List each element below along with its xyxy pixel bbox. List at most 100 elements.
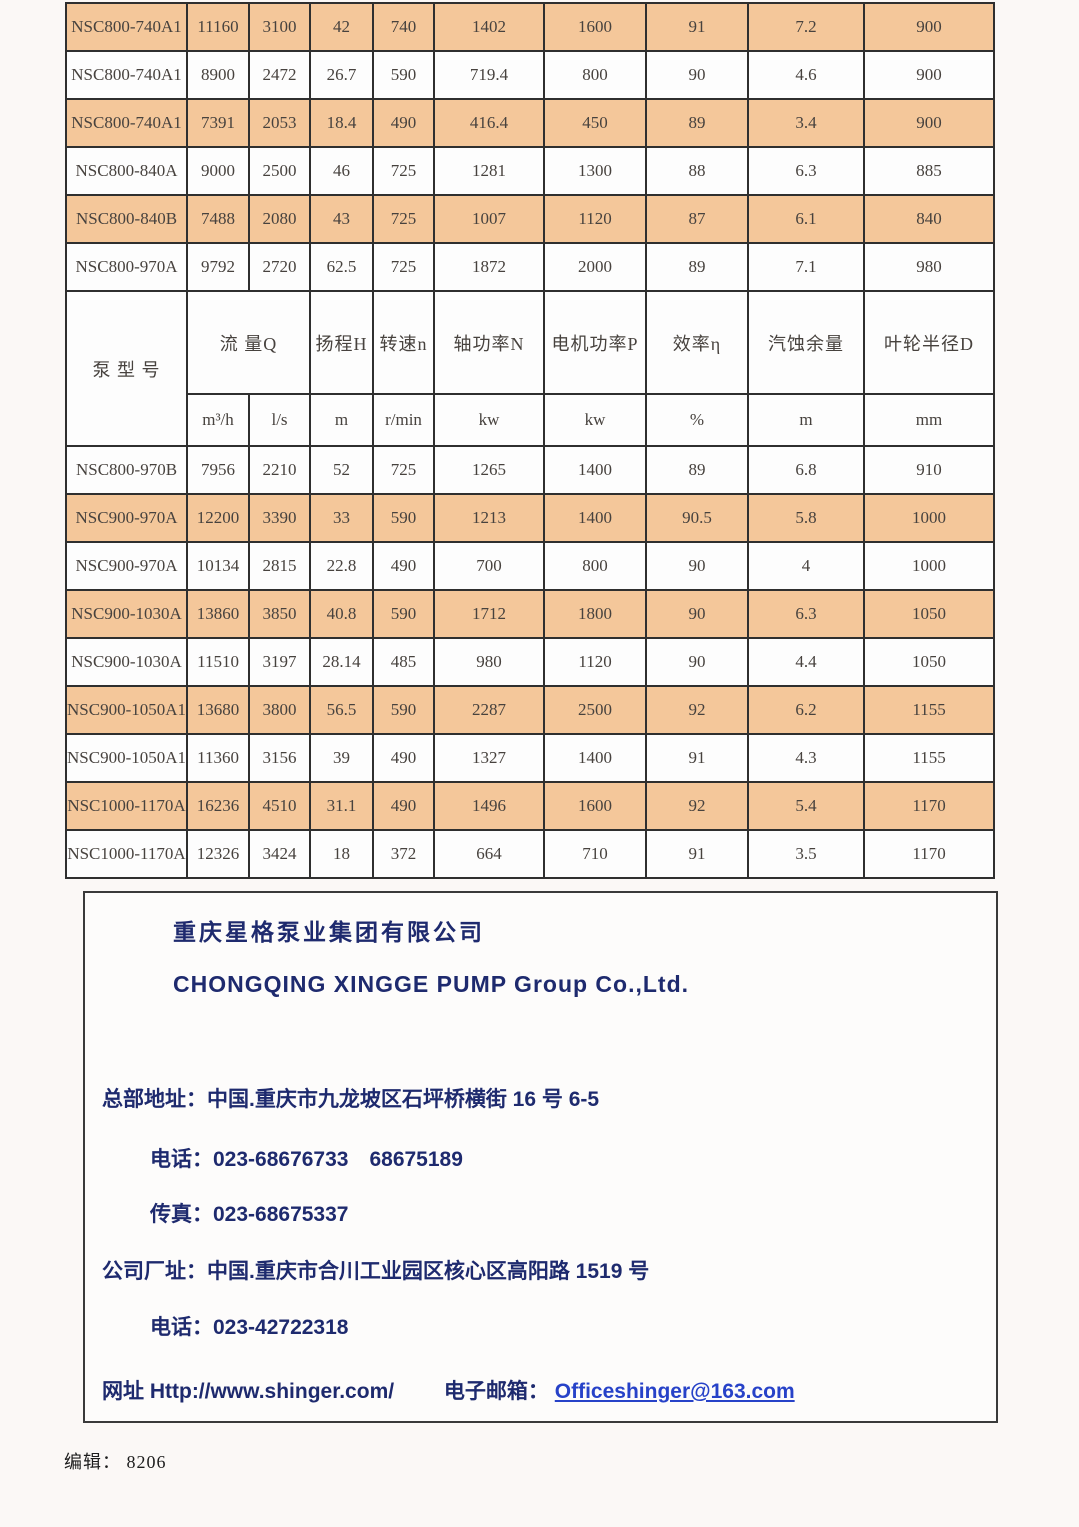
spec-value-cell: 89 — [645, 445, 750, 495]
spec-value-cell: 12326 — [186, 829, 251, 879]
spec-value-cell: 5.8 — [747, 493, 866, 543]
spec-value-cell: 2287 — [433, 685, 546, 735]
spec-value-cell: 664 — [433, 829, 546, 879]
spec-value-cell: 800 — [543, 541, 648, 591]
spec-value-cell: 89 — [645, 242, 750, 292]
spec-value-cell: 5.4 — [747, 781, 866, 831]
table-row: NSC900-1050A1 13680 3800 56.5 590 2287 2500 92 6… — [64, 685, 996, 735]
spec-value-cell: 18.4 — [309, 98, 375, 148]
spec-value-cell: 31.1 — [309, 781, 375, 831]
spec-value-cell: 416.4 — [433, 98, 546, 148]
unit-cell: % — [645, 393, 750, 447]
header-npsh: 汽蚀余量 — [747, 290, 866, 395]
spec-value-cell: 2000 — [543, 242, 648, 292]
email-link[interactable]: Officeshinger@163.com — [554, 1380, 795, 1403]
spec-value-cell: 1213 — [433, 493, 546, 543]
spec-value-cell: 7.1 — [747, 242, 866, 292]
spec-value-cell: 2472 — [248, 50, 312, 100]
spec-value-cell: 7.2 — [747, 2, 866, 52]
table-row: NSC800-970B 7956 2210 52 725 1265 1400 89 6.8 910 — [64, 445, 996, 495]
spec-value-cell: 490 — [372, 541, 436, 591]
spec-value-cell: 6.1 — [747, 194, 866, 244]
header-shaft-power: 轴功率N — [433, 290, 546, 395]
header-flow: 流 量Q — [186, 290, 312, 395]
table-rows-top: NSC800-740A1 11160 3100 42 740 1402 1600 91 7.2 9… — [64, 2, 996, 292]
spec-value-cell: 980 — [863, 242, 996, 292]
table-row: NSC800-840A 9000 2500 46 725 1281 1300 88 6.3 885 — [64, 146, 996, 196]
pump-model-cell: NSC800-840A — [64, 146, 189, 196]
spec-value-cell: 980 — [433, 637, 546, 687]
spec-value-cell: 62.5 — [309, 242, 375, 292]
table-row: NSC900-1050A1 11360 3156 39 490 1327 1400 91 4.3… — [64, 733, 996, 783]
spec-value-cell: 89 — [645, 98, 750, 148]
spec-value-cell: 22.8 — [309, 541, 375, 591]
spec-value-cell: 740 — [372, 2, 436, 52]
spec-value-cell: 2053 — [248, 98, 312, 148]
table-row: NSC800-740A1 11160 3100 42 740 1402 1600 91 7.2 9… — [64, 2, 996, 52]
spec-value-cell: 1800 — [543, 589, 648, 639]
spec-value-cell: 1050 — [863, 637, 996, 687]
table-row: NSC800-840B 7488 2080 43 725 1007 1120 87 6.1 840 — [64, 194, 996, 244]
spec-value-cell: 90 — [645, 637, 750, 687]
table-row: NSC900-970A 12200 3390 33 590 1213 1400 90.5 5.8… — [64, 493, 996, 543]
hq-address-line: 总部地址：中国.重庆市九龙坡区石坪桥横街 16 号 6-5 — [102, 1088, 600, 1111]
spec-value-cell: 1155 — [863, 733, 996, 783]
spec-value-cell: 56.5 — [309, 685, 375, 735]
spec-value-cell: 3424 — [248, 829, 312, 879]
table-row: NSC900-970A 10134 2815 22.8 490 700 800 90 4 1000 — [64, 541, 996, 591]
unit-cell: kw — [433, 393, 546, 447]
edit-note-label: 编辑： — [64, 1452, 121, 1472]
pump-model-cell: NSC800-970A — [64, 242, 189, 292]
spec-value-cell: 6.8 — [747, 445, 866, 495]
spec-value-cell: 2720 — [248, 242, 312, 292]
spec-value-cell: 26.7 — [309, 50, 375, 100]
web-email-line: 网址 Http://www.shinger.com/ 电子邮箱： Offices… — [102, 1375, 795, 1405]
spec-value-cell: 39 — [309, 733, 375, 783]
spec-value-cell: 46 — [309, 146, 375, 196]
spec-value-cell: 90 — [645, 50, 750, 100]
spec-value-cell: 1170 — [863, 781, 996, 831]
pump-model-cell: NSC800-970B — [64, 445, 189, 495]
spec-value-cell: 590 — [372, 493, 436, 543]
spec-value-cell: 90 — [645, 589, 750, 639]
spec-value-cell: 719.4 — [433, 50, 546, 100]
spec-value-cell: 52 — [309, 445, 375, 495]
spec-value-cell: 1300 — [543, 146, 648, 196]
spec-value-cell: 6.2 — [747, 685, 866, 735]
spec-value-cell: 28.14 — [309, 637, 375, 687]
spec-value-cell: 1400 — [543, 493, 648, 543]
spec-value-cell: 11160 — [186, 2, 251, 52]
pump-model-cell: NSC1000-1170A — [64, 829, 189, 879]
spec-value-cell: 1400 — [543, 445, 648, 495]
unit-cell: m — [747, 393, 866, 447]
spec-value-cell: 800 — [543, 50, 648, 100]
spec-value-cell: 10134 — [186, 541, 251, 591]
spec-value-cell: 2080 — [248, 194, 312, 244]
email-label: 电子邮箱： — [443, 1380, 549, 1403]
spec-value-cell: 1712 — [433, 589, 546, 639]
spec-value-cell: 91 — [645, 733, 750, 783]
unit-cell: l/s — [248, 393, 312, 447]
spec-value-cell: 490 — [372, 98, 436, 148]
spec-value-cell: 1872 — [433, 242, 546, 292]
spec-value-cell: 1120 — [543, 194, 648, 244]
header-efficiency: 效率η — [645, 290, 750, 395]
header-head: 扬程H — [309, 290, 375, 395]
spec-value-cell: 1050 — [863, 589, 996, 639]
spec-value-cell: 3.5 — [747, 829, 866, 879]
spec-value-cell: 1327 — [433, 733, 546, 783]
spec-value-cell: 7956 — [186, 445, 251, 495]
unit-cell: r/min — [372, 393, 436, 447]
spec-value-cell: 2500 — [248, 146, 312, 196]
website-url: 网址 Http://www.shinger.com/ — [102, 1380, 395, 1403]
spec-value-cell: 2500 — [543, 685, 648, 735]
unit-cell: mm — [863, 393, 996, 447]
spec-value-cell: 1281 — [433, 146, 546, 196]
spec-value-cell: 2210 — [248, 445, 312, 495]
pump-model-cell: NSC800-740A1 — [64, 98, 189, 148]
spec-value-cell: 900 — [863, 50, 996, 100]
spec-value-cell: 11510 — [186, 637, 251, 687]
table-rows-bottom: NSC800-970B 7956 2210 52 725 1265 1400 89 6.8 910… — [64, 445, 996, 879]
pump-model-cell: NSC900-1050A1 — [64, 685, 189, 735]
spec-value-cell: 12200 — [186, 493, 251, 543]
